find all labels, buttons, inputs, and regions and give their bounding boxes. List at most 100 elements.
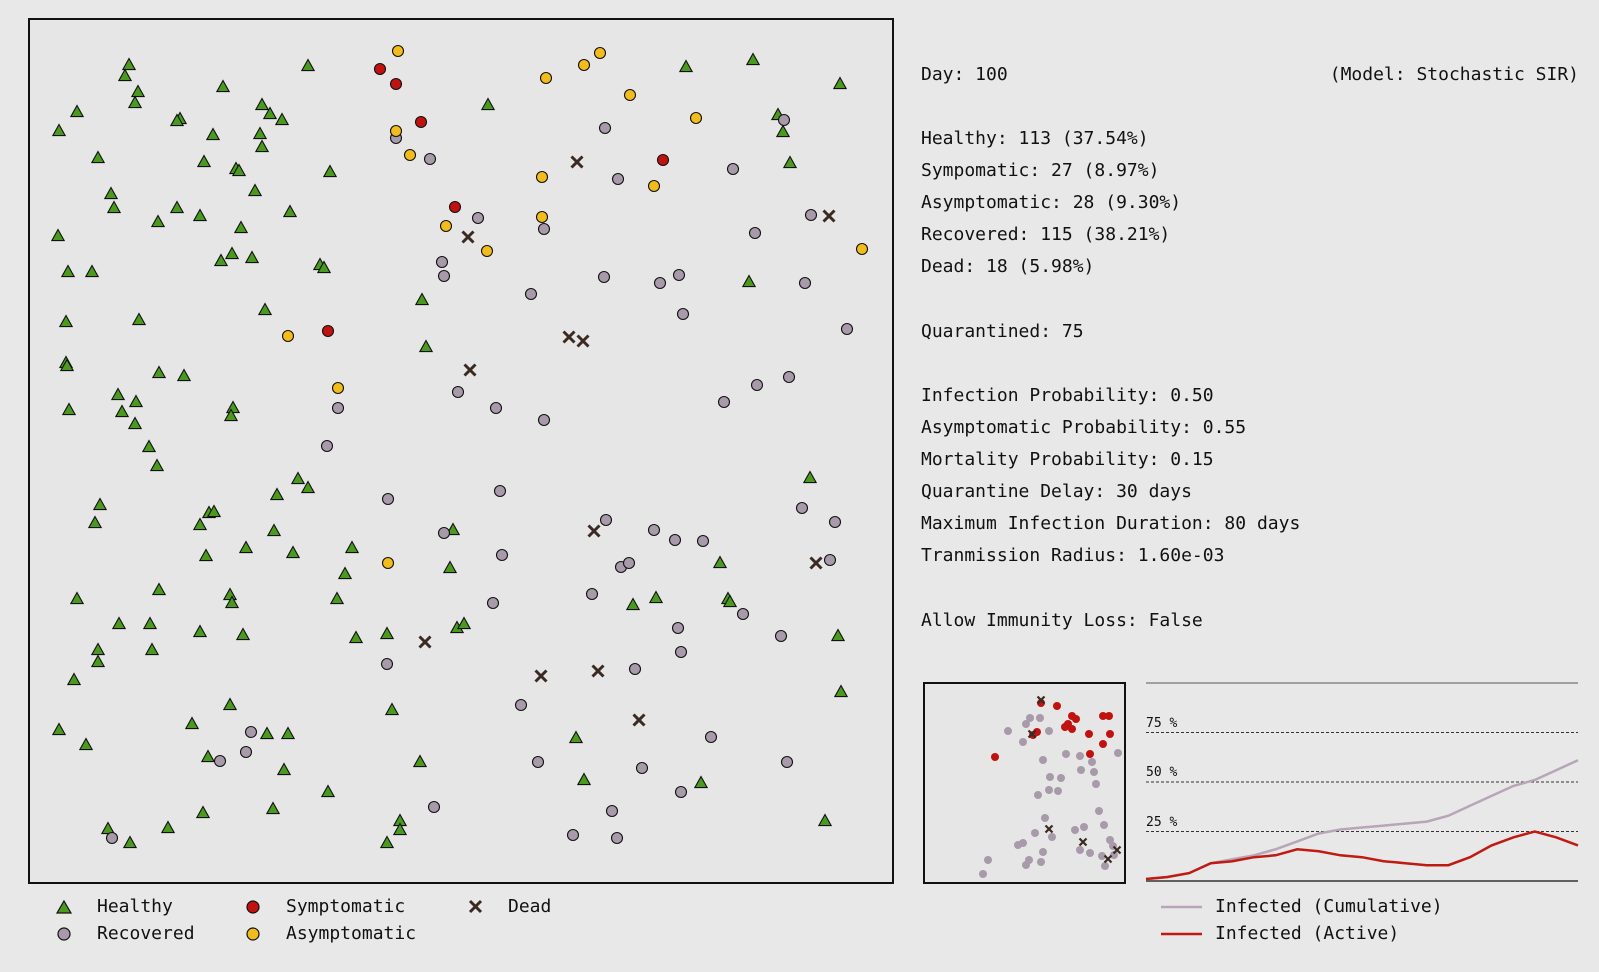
minimap-agent-symptomatic: [1105, 712, 1113, 720]
minimap-agent-recovered: [1110, 851, 1118, 859]
agent-recovered: [597, 270, 611, 284]
agent-healthy: [50, 228, 66, 242]
agent-healthy: [254, 97, 270, 111]
agent-healthy: [122, 835, 138, 849]
minimap-agent-symptomatic: [1099, 712, 1107, 720]
agent-healthy: [329, 591, 345, 605]
agent-healthy: [379, 835, 395, 849]
minimap-agent-dead: [1078, 837, 1088, 847]
healthy-agents: [50, 52, 849, 849]
minimap-dead-agents: [1027, 695, 1122, 864]
agent-healthy: [196, 154, 212, 168]
agent-recovered: [320, 439, 334, 453]
param-allow-immunity-loss: Allow Immunity Loss: False: [921, 610, 1203, 631]
agent-recovered: [717, 395, 731, 409]
agent-healthy: [266, 523, 282, 537]
agent-healthy: [322, 164, 338, 178]
legend-healthy-label: Healthy: [97, 896, 173, 917]
agent-healthy: [678, 59, 694, 73]
agent-healthy: [568, 730, 584, 744]
agent-recovered: [514, 698, 528, 712]
agent-healthy: [176, 368, 192, 382]
agent-healthy: [648, 590, 664, 604]
agent-recovered: [566, 828, 580, 842]
agent-recovered: [774, 629, 788, 643]
agent-asymptomatic: [623, 88, 637, 102]
minimap-agent-recovered: [984, 856, 992, 864]
agent-healthy: [58, 314, 74, 328]
agent-asymptomatic: [539, 71, 553, 85]
minimap-agent-recovered: [1019, 738, 1027, 746]
agent-healthy: [61, 402, 77, 416]
agent-recovered: [748, 226, 762, 240]
agent-healthy: [59, 358, 75, 372]
agent-healthy: [69, 591, 85, 605]
minimap-agent-recovered: [1045, 786, 1053, 794]
agent-healthy: [257, 302, 273, 316]
agent-recovered: [471, 211, 485, 225]
agent-recovered: [828, 515, 842, 529]
agent-healthy: [114, 404, 130, 418]
agent-recovered: [674, 645, 688, 659]
agent-healthy: [712, 555, 728, 569]
minimap-agent-recovered: [1004, 727, 1012, 735]
minimap-agent-symptomatic: [1072, 715, 1080, 723]
agent-asymptomatic: [535, 170, 549, 184]
legend-recovered-icon: [57, 927, 71, 941]
minimap-agent-symptomatic: [991, 753, 999, 761]
agent-dead: [809, 556, 823, 570]
minimap-agent-recovered: [1077, 766, 1085, 774]
legend-active-label: Infected (Active): [1215, 923, 1400, 944]
minimap-agent-recovered: [979, 870, 987, 878]
agent-healthy: [60, 264, 76, 278]
agent-healthy: [151, 365, 167, 379]
minimap-agent-symptomatic: [1068, 725, 1076, 733]
agent-healthy: [290, 471, 306, 485]
agent-recovered: [726, 162, 740, 176]
agent-recovered: [537, 222, 551, 236]
legend-cumulative-label: Infected (Cumulative): [1215, 896, 1443, 917]
minimap-agent-symptomatic: [1086, 750, 1094, 758]
agent-asymptomatic: [391, 44, 405, 58]
agent-healthy: [235, 627, 251, 641]
agent-healthy: [151, 582, 167, 596]
stat-symptomatic: Sympomatic: 27 (8.97%): [921, 160, 1160, 181]
agent-healthy: [412, 754, 428, 768]
minimap-agent-recovered: [1062, 750, 1070, 758]
agent-healthy: [414, 292, 430, 306]
agent-recovered: [804, 208, 818, 222]
agent-healthy: [384, 702, 400, 716]
agent-healthy: [78, 737, 94, 751]
stat-recovered: Recovered: 115 (38.21%): [921, 224, 1171, 245]
agent-healthy: [192, 624, 208, 638]
chart-ytick-label: 25 %: [1146, 814, 1178, 830]
agent-recovered: [244, 725, 258, 739]
agent-healthy: [103, 186, 119, 200]
stat-asymptomatic: Asymptomatic: 28 (9.30%): [921, 192, 1182, 213]
minimap-agent-recovered: [1090, 768, 1098, 776]
agent-recovered: [795, 501, 809, 515]
agent-healthy: [480, 97, 496, 111]
agent-recovered: [537, 413, 551, 427]
agent-healthy: [392, 822, 408, 836]
agent-healthy: [247, 183, 263, 197]
agent-dead: [461, 230, 475, 244]
legend-recovered-label: Recovered: [97, 923, 195, 944]
minimap-agent-recovered: [1036, 714, 1044, 722]
agent-symptomatic: [414, 115, 428, 129]
agent-dead: [418, 635, 432, 649]
agent-healthy: [348, 630, 364, 644]
series-line-infected-active: [1145, 830, 1579, 881]
minimap-agent-recovered: [1048, 833, 1056, 841]
minimap-agent-recovered: [1071, 826, 1079, 834]
agent-asymptomatic: [593, 46, 607, 60]
agent-asymptomatic: [439, 219, 453, 233]
agent-healthy: [224, 246, 240, 260]
agent-healthy: [206, 504, 222, 518]
minimap-agent-recovered: [1100, 821, 1108, 829]
agent-healthy: [231, 163, 247, 177]
agent-asymptomatic: [577, 58, 591, 72]
agent-recovered: [531, 755, 545, 769]
minimap-agent-recovered: [1098, 852, 1106, 860]
